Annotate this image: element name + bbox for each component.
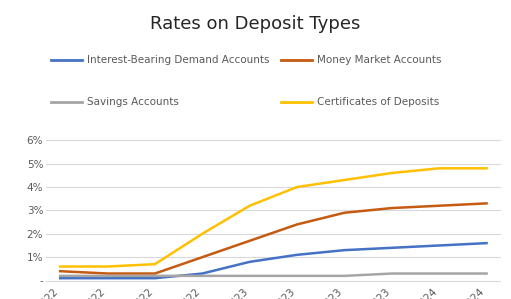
Interest-Bearing Demand Accounts [57,276,63,280]
Money Market Accounts [389,206,395,210]
Line: Certificates of Deposits: Certificates of Deposits [60,168,486,266]
Savings Accounts [247,274,253,278]
Text: Money Market Accounts: Money Market Accounts [317,55,442,65]
Savings Accounts [57,274,63,278]
Savings Accounts [105,274,111,278]
Text: Rates on Deposit Types: Rates on Deposit Types [150,15,361,33]
Certificates of Deposits [436,167,442,170]
Line: Money Market Accounts: Money Market Accounts [60,203,486,274]
Savings Accounts [294,274,300,278]
Interest-Bearing Demand Accounts [247,260,253,264]
Certificates of Deposits [389,171,395,175]
Interest-Bearing Demand Accounts [341,248,347,252]
Money Market Accounts [57,269,63,273]
Interest-Bearing Demand Accounts [483,241,490,245]
Money Market Accounts [436,204,442,208]
Interest-Bearing Demand Accounts [199,272,205,275]
Savings Accounts [199,274,205,278]
Money Market Accounts [247,239,253,242]
Savings Accounts [341,274,347,278]
Money Market Accounts [294,223,300,226]
Money Market Accounts [341,211,347,215]
Savings Accounts [436,272,442,275]
Line: Interest-Bearing Demand Accounts: Interest-Bearing Demand Accounts [60,243,486,278]
Text: Savings Accounts: Savings Accounts [87,97,179,107]
Savings Accounts [389,272,395,275]
Line: Savings Accounts: Savings Accounts [60,274,486,276]
Certificates of Deposits [341,178,347,182]
Interest-Bearing Demand Accounts [294,253,300,257]
Certificates of Deposits [152,263,158,266]
Interest-Bearing Demand Accounts [389,246,395,250]
Money Market Accounts [199,255,205,259]
Certificates of Deposits [199,232,205,236]
Certificates of Deposits [294,185,300,189]
Interest-Bearing Demand Accounts [152,276,158,280]
Money Market Accounts [152,272,158,275]
Money Market Accounts [483,202,490,205]
Interest-Bearing Demand Accounts [436,244,442,247]
Certificates of Deposits [483,167,490,170]
Certificates of Deposits [247,204,253,208]
Certificates of Deposits [57,265,63,268]
Savings Accounts [483,272,490,275]
Money Market Accounts [105,272,111,275]
Certificates of Deposits [105,265,111,268]
Savings Accounts [152,274,158,278]
Text: Interest-Bearing Demand Accounts: Interest-Bearing Demand Accounts [87,55,269,65]
Text: Certificates of Deposits: Certificates of Deposits [317,97,439,107]
Interest-Bearing Demand Accounts [105,276,111,280]
